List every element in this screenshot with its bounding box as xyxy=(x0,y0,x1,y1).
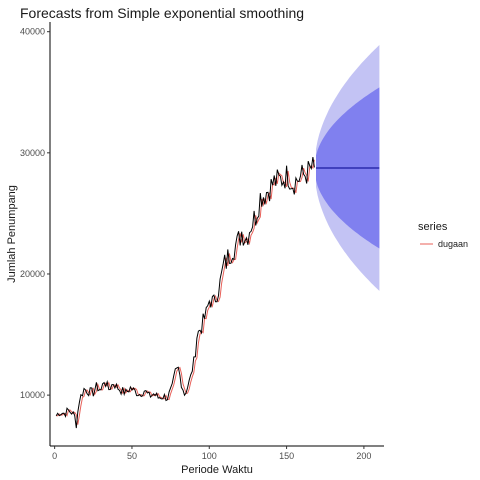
chart-title: Forecasts from Simple exponential smooth… xyxy=(20,5,304,21)
actual-line xyxy=(55,157,315,429)
x-tick-label: 0 xyxy=(52,451,57,461)
x-tick-label: 200 xyxy=(356,451,371,461)
y-tick-label: 10000 xyxy=(20,390,45,400)
x-tick-label: 50 xyxy=(127,451,137,461)
y-axis-title: Jumlah Penumpang xyxy=(6,185,18,283)
y-tick-label: 20000 xyxy=(20,269,45,279)
legend-label-dugaan: dugaan xyxy=(438,239,468,249)
x-tick-label: 100 xyxy=(202,451,217,461)
x-axis-ticks: 0 50 100 150 200 xyxy=(52,446,371,461)
legend: series dugaan xyxy=(418,221,468,249)
plot-area xyxy=(55,45,380,429)
x-axis-title: Periode Waktu xyxy=(181,464,253,476)
y-axis-ticks: 10000 20000 30000 40000 xyxy=(20,27,50,400)
y-tick-label: 30000 xyxy=(20,148,45,158)
fitted-line-dugaan xyxy=(56,159,315,425)
data-series xyxy=(55,157,380,429)
y-tick-label: 40000 xyxy=(20,27,45,37)
x-tick-label: 150 xyxy=(279,451,294,461)
legend-title: series xyxy=(418,221,448,233)
